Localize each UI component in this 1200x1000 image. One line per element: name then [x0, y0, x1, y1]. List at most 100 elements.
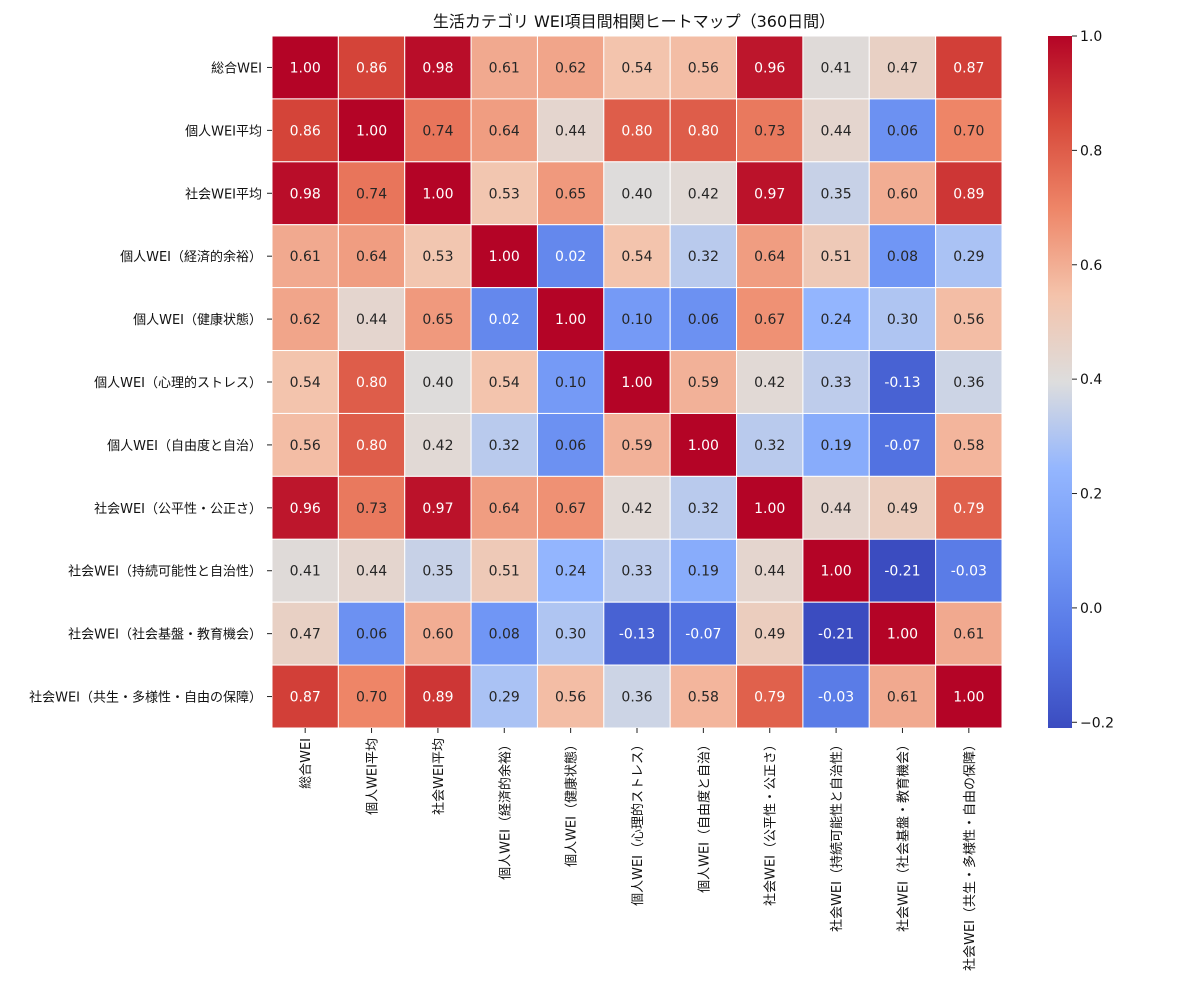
heatmap-cell [736, 98, 804, 163]
chart-title: 生活カテゴリ WEI項目間相関ヒートマップ（360日間） [433, 12, 835, 31]
heatmap-cell [868, 538, 937, 603]
heatmap-cell [669, 161, 738, 226]
cell-value-label: -0.03 [818, 690, 854, 706]
column-label: 社会WEI（社会基盤・教育機会） [895, 738, 911, 932]
cell-value-label: 0.74 [356, 186, 387, 202]
column-label: 個人WEI（経済的余裕） [497, 738, 513, 880]
cell-value-label: 0.35 [422, 564, 453, 580]
colorbar-tick-label: 0.6 [1080, 258, 1102, 274]
heatmap-cell [802, 664, 870, 729]
heatmap-cell [271, 475, 339, 540]
heatmap-cell [404, 161, 472, 226]
heatmap-cell [536, 664, 605, 729]
heatmap-cell [404, 98, 472, 163]
column-label: 個人WEI（健康状態） [564, 738, 580, 867]
cell-value-label: 0.59 [688, 375, 719, 391]
heatmap-cell [603, 98, 671, 163]
heatmap-cell [868, 35, 937, 100]
heatmap-cell [337, 475, 406, 540]
heatmap-cell [470, 538, 538, 603]
heatmap-cell [404, 412, 472, 477]
cell-value-label: 0.41 [290, 564, 321, 580]
cell-value-label: 0.29 [489, 690, 520, 706]
cell-value-label: 1.00 [754, 501, 785, 517]
cell-value-label: 0.40 [621, 186, 652, 202]
cell-value-label: 0.64 [489, 123, 520, 139]
cell-value-label: 0.80 [621, 123, 652, 139]
cell-value-label: 0.06 [688, 312, 719, 328]
column-label: 社会WEI（持続可能性と自治性） [829, 738, 845, 932]
column-label: 個人WEI平均 [366, 738, 381, 815]
cell-value-label: 0.67 [555, 501, 586, 517]
heatmap-cell [802, 538, 870, 603]
cell-value-label: 0.98 [290, 186, 321, 202]
cell-value-label: 0.61 [887, 690, 918, 706]
heatmap-cell [470, 350, 538, 414]
cell-value-label: 1.00 [887, 627, 918, 643]
cell-value-label: 0.61 [489, 60, 520, 76]
colorbar-tick-label: 0.4 [1080, 372, 1102, 388]
heatmap-cell [935, 224, 1003, 289]
heatmap-cells [271, 35, 1003, 729]
heatmap-cell [603, 475, 671, 540]
colorbar-tick-label: 0.2 [1080, 487, 1102, 503]
cell-value-label: 1.00 [489, 249, 520, 265]
cell-value-label: 0.19 [821, 438, 852, 454]
cell-value-label: 0.41 [821, 60, 852, 76]
column-labels: 総合WEI 個人WEI平均 社会WEI平均 個人WEI（経済的余裕） 個人WEI（健康状… [299, 728, 978, 971]
cell-value-label: 0.49 [887, 501, 918, 517]
heatmap-cell [603, 412, 671, 477]
cell-value-label: 1.00 [953, 690, 984, 706]
cell-value-label: 0.30 [555, 627, 586, 643]
colorbar-tick-label: 0.0 [1080, 601, 1102, 617]
cell-value-label: 0.79 [754, 690, 785, 706]
cell-value-label: 0.73 [754, 123, 785, 139]
heatmap-cell [669, 98, 738, 163]
heatmap-cell [536, 287, 605, 352]
row-label: 社会WEI（公平性・公正さ） [94, 501, 262, 517]
cell-value-label: 0.24 [555, 564, 586, 580]
heatmap-cell [603, 35, 671, 100]
cell-value-label: 0.19 [688, 564, 719, 580]
cell-value-label: 0.65 [555, 186, 586, 202]
cell-value-label: 0.80 [688, 123, 719, 139]
heatmap-cell [271, 601, 339, 666]
cell-value-label: 0.44 [821, 123, 852, 139]
cell-value-label: 0.60 [422, 627, 453, 643]
cell-value-label: 0.89 [422, 690, 453, 706]
cell-value-label: -0.07 [685, 627, 721, 643]
cell-value-label: 0.02 [489, 312, 520, 328]
cell-value-label: 0.56 [688, 60, 719, 76]
cell-value-label: 0.35 [821, 186, 852, 202]
cell-value-label: 0.42 [422, 438, 453, 454]
cell-value-label: 0.36 [953, 375, 984, 391]
heatmap-cell [536, 98, 605, 163]
heatmap-cell [271, 412, 339, 477]
heatmap-cell [736, 412, 804, 477]
cell-value-label: 0.32 [489, 438, 520, 454]
cell-value-label: 0.42 [621, 501, 652, 517]
cell-value-label: 0.70 [953, 123, 984, 139]
cell-value-label: 0.53 [489, 186, 520, 202]
cell-value-label: 0.30 [887, 312, 918, 328]
heatmap-cell [868, 664, 937, 729]
heatmap-cell [669, 538, 738, 603]
cell-value-label: 0.56 [953, 312, 984, 328]
heatmap-cell [935, 601, 1003, 666]
colorbar-tick-label: 0.8 [1080, 143, 1102, 159]
cell-value-label: 0.58 [688, 690, 719, 706]
cell-value-label: 0.51 [489, 564, 520, 580]
heatmap-cell [736, 475, 804, 540]
colorbar-tick-label: 1.0 [1080, 29, 1102, 45]
cell-value-label: 0.59 [621, 438, 652, 454]
row-label: 個人WEI（経済的余裕） [120, 249, 262, 265]
row-label: 総合WEI [211, 61, 262, 76]
cell-value-label: 0.97 [422, 501, 453, 517]
heatmap-cell [935, 350, 1003, 414]
cell-value-label: 0.65 [422, 312, 453, 328]
heatmap-cell [868, 98, 937, 163]
cell-value-label: 0.51 [821, 249, 852, 265]
heatmap-cell [736, 601, 804, 666]
